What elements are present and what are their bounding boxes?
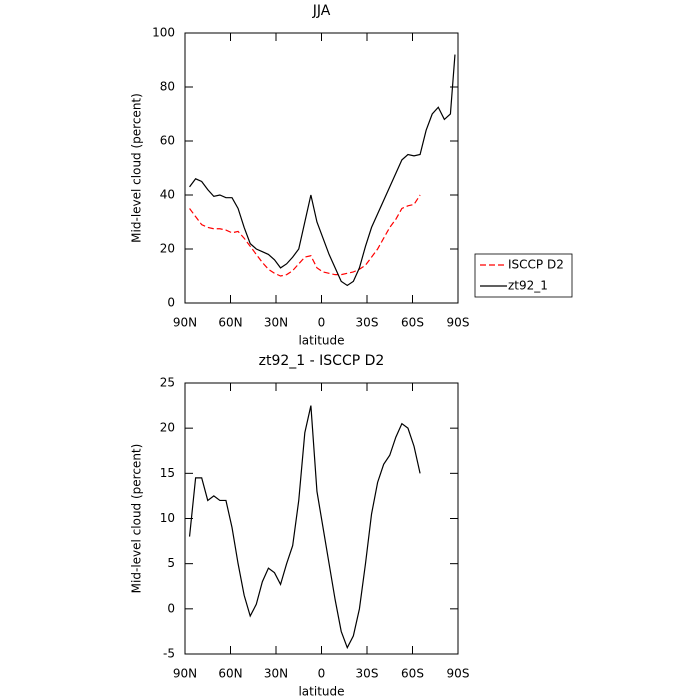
x-tick-label: 0 — [318, 316, 326, 330]
legend-box — [474, 253, 573, 298]
y-tick-label: 60 — [160, 134, 175, 148]
y-tick-label: 100 — [152, 26, 175, 40]
x-tick-label: 60N — [218, 667, 242, 681]
y-tick-label: 0 — [167, 601, 175, 615]
x-axis-label: latitude — [298, 685, 344, 699]
y-tick-label: 20 — [160, 421, 175, 435]
x-tick-label: 90S — [447, 316, 470, 330]
data-line — [189, 194, 421, 277]
chart-title: zt92_1 - ISCCP D2 — [259, 353, 385, 369]
data-line — [189, 54, 456, 287]
x-tick-label: 90N — [173, 667, 197, 681]
y-tick-label: -5 — [163, 647, 175, 661]
legend-label: ISCCP D2 — [508, 258, 564, 272]
y-tick-label: 25 — [160, 376, 175, 390]
y-tick-label: 10 — [160, 511, 175, 525]
y-tick-label: 20 — [160, 242, 175, 256]
y-tick-label: 80 — [160, 80, 175, 94]
x-tick-label: 30N — [264, 316, 288, 330]
x-tick-label: 0 — [318, 667, 326, 681]
y-axis-label: Mid-level cloud (percent) — [130, 93, 144, 243]
x-tick-label: 60S — [401, 316, 424, 330]
x-tick-label: 90N — [173, 316, 197, 330]
x-tick-label: 60S — [401, 667, 424, 681]
y-tick-label: 15 — [160, 466, 175, 480]
y-axis-label: Mid-level cloud (percent) — [130, 444, 144, 594]
x-tick-label: 60N — [218, 316, 242, 330]
x-tick-label: 30S — [356, 316, 379, 330]
x-tick-label: 90S — [447, 667, 470, 681]
y-tick-label: 5 — [167, 556, 175, 570]
legend-label: zt92_1 — [508, 279, 548, 293]
data-line — [188, 405, 421, 650]
chart-title: JJA — [312, 3, 331, 19]
x-tick-label: 30S — [356, 667, 379, 681]
x-tick-label: 30N — [264, 667, 288, 681]
plot-frame — [184, 32, 459, 304]
y-tick-label: 0 — [167, 296, 175, 310]
x-axis-label: latitude — [298, 334, 344, 348]
y-tick-label: 40 — [160, 188, 175, 202]
